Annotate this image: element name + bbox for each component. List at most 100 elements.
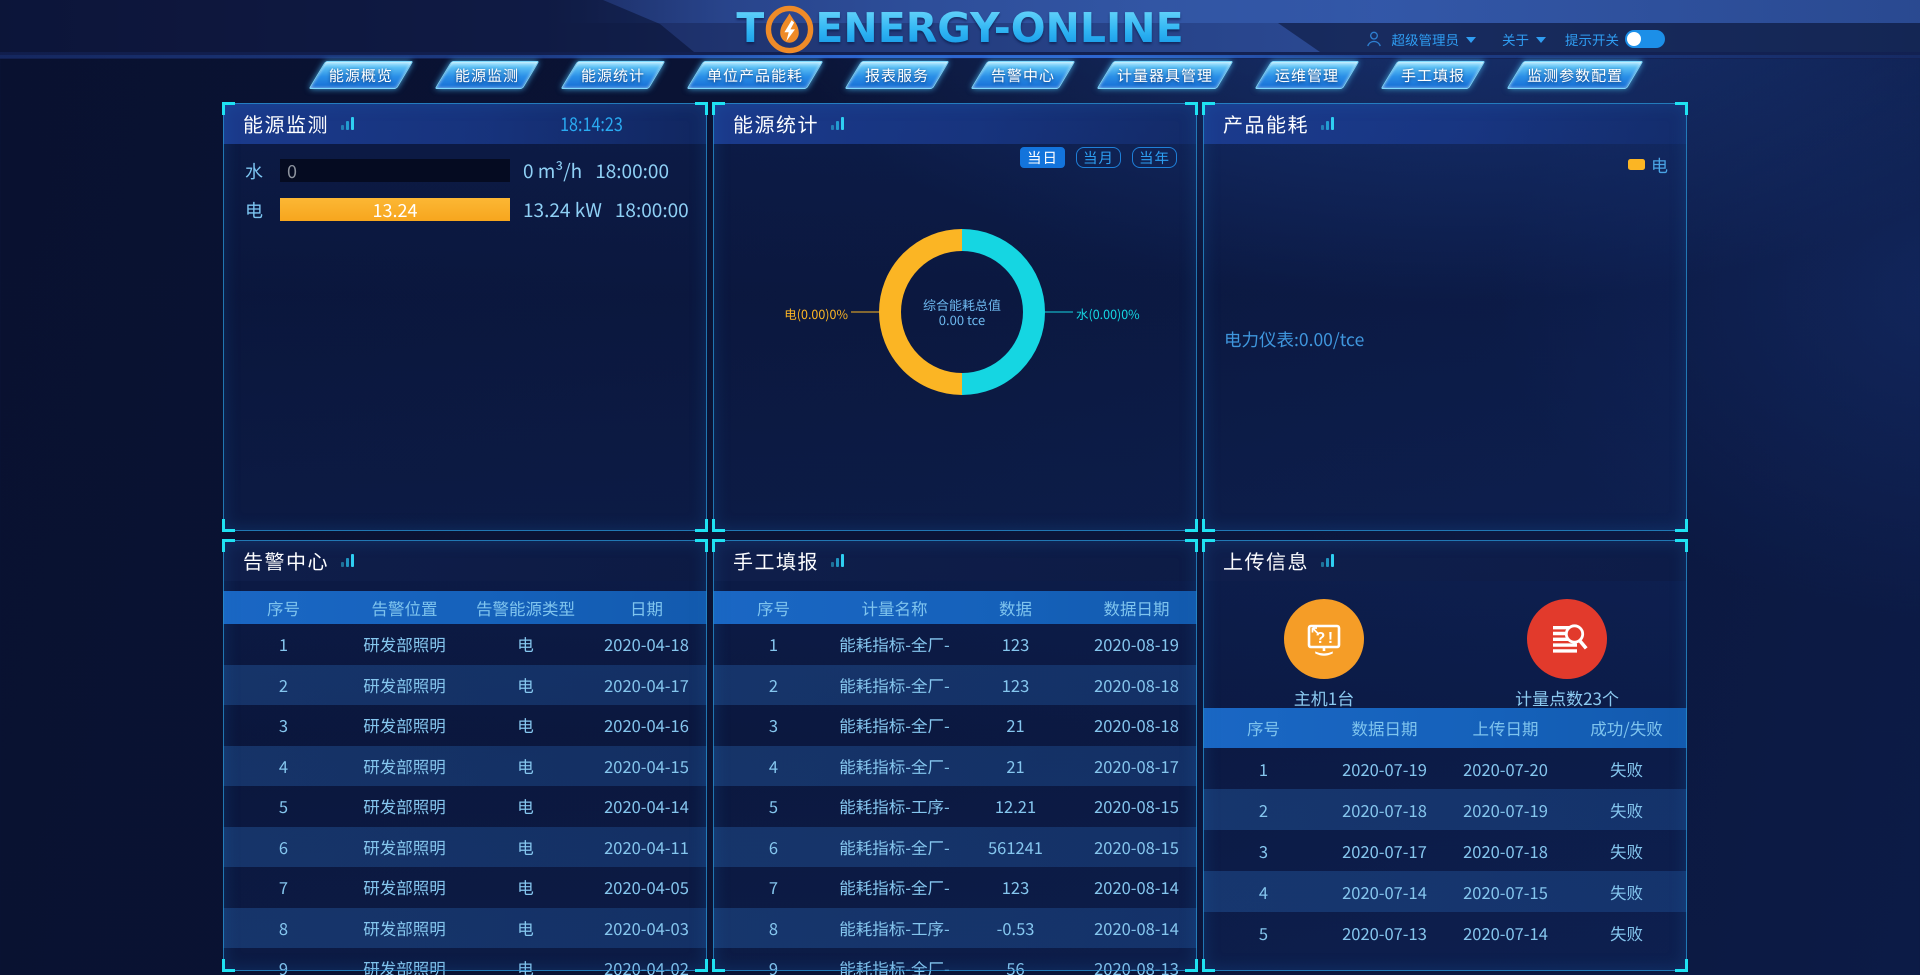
- table-row[interactable]: 4 能耗指标-全厂- 21 2020-08-17: [713, 745, 1197, 786]
- nav-item[interactable]: 单位产品能耗: [686, 61, 824, 89]
- nav-item[interactable]: 计量器具管理: [1096, 61, 1234, 89]
- nav-item-label: 能源监测: [454, 64, 519, 86]
- upload-table: 序号 数据日期 上传日期 成功/失败 1 2020-07-19 2020-07-20 …: [1203, 708, 1687, 953]
- alarm-table-body: 1 研发部照明 电 2020-04-18 2 研发部照明 电 2020-04-1…: [223, 624, 707, 975]
- alarm-table: 序号 告警位置 告警能源类型 日期 1 研发部照明 电 2020-04-18 2 研发…: [223, 591, 707, 975]
- table-row[interactable]: 7 研发部照明 电 2020-04-05: [223, 867, 707, 908]
- cell-meter-name: 能耗指标-工序-: [839, 915, 950, 940]
- svg-text:?: ?: [1316, 630, 1325, 647]
- nav-item[interactable]: 监测参数配置: [1506, 61, 1644, 89]
- cell-upload-date: 2020-07-19: [1463, 797, 1548, 822]
- nav-item[interactable]: 报表服务: [844, 61, 950, 89]
- usage-value: 0 m³/h: [523, 157, 583, 184]
- panel-upload-info: 上传信息 ? ! 主机1台: [1202, 539, 1688, 972]
- cell-position: 研发部照明: [363, 794, 446, 819]
- table-row[interactable]: 4 2020-07-14 2020-07-15 失败: [1203, 871, 1687, 912]
- donut-slice[interactable]: [879, 228, 963, 395]
- cell-position: 研发部照明: [363, 713, 446, 738]
- cell-index: 8: [768, 915, 779, 940]
- cell-date: 2020-08-18: [1094, 672, 1179, 697]
- cell-date: 2020-08-15: [1094, 794, 1179, 819]
- signal-bars-icon: [341, 117, 354, 130]
- table-row[interactable]: 1 能耗指标-全厂- 123 2020-08-19: [713, 624, 1197, 665]
- corner-bracket-br-icon: [1675, 519, 1688, 532]
- cell-energy-type: 电: [517, 794, 534, 819]
- cell-date: 2020-08-13: [1094, 956, 1179, 975]
- column-header: 数据日期: [1351, 716, 1418, 740]
- cell-status: 失败: [1610, 756, 1643, 781]
- cell-meter-name: 能耗指标-全厂-: [839, 632, 950, 657]
- cell-date: 2020-08-14: [1094, 875, 1179, 900]
- host-circle: ? !: [1284, 599, 1364, 679]
- table-row[interactable]: 6 研发部照明 电 2020-04-11: [223, 826, 707, 867]
- table-row[interactable]: 6 能耗指标-全厂- 561241 2020-08-15: [713, 826, 1197, 867]
- cell-date: 2020-08-19: [1094, 632, 1179, 657]
- donut-center-label: 综合能耗总值 0.00 tce: [923, 297, 1001, 327]
- table-row[interactable]: 2 能耗指标-全厂- 123 2020-08-18: [713, 664, 1197, 705]
- cell-upload-date: 2020-07-14: [1463, 920, 1548, 945]
- usage-bar-value: 0: [287, 157, 297, 184]
- table-row[interactable]: 2 研发部照明 电 2020-04-17: [223, 664, 707, 705]
- table-row[interactable]: 8 能耗指标-工序- -0.53 2020-08-14: [713, 907, 1197, 948]
- column-header: 成功/失败: [1590, 716, 1663, 740]
- period-tab[interactable]: 当月: [1076, 147, 1121, 168]
- signal-bar: [1321, 562, 1324, 567]
- table-row[interactable]: 9 研发部照明 电 2020-04-02: [223, 948, 707, 975]
- about-menu[interactable]: 关于: [1502, 29, 1546, 49]
- table-row[interactable]: 8 研发部照明 电 2020-04-03: [223, 907, 707, 948]
- header-divider: [0, 52, 1920, 59]
- nav-item[interactable]: 能源概览: [308, 61, 414, 89]
- signal-bar: [1331, 117, 1334, 130]
- tip-toggle-knob: [1627, 32, 1641, 46]
- corner-bracket-bl-icon: [222, 519, 235, 532]
- cell-index: 3: [278, 713, 289, 738]
- table-row[interactable]: 5 研发部照明 电 2020-04-14: [223, 786, 707, 827]
- nav-item[interactable]: 能源统计: [560, 61, 666, 89]
- header-stripe-right: [1278, 23, 1920, 52]
- cell-date: 2020-04-15: [604, 753, 689, 778]
- table-row[interactable]: 4 研发部照明 电 2020-04-15: [223, 745, 707, 786]
- donut-center-title: 综合能耗总值: [922, 294, 1002, 314]
- column-header: 数据日期: [1103, 595, 1170, 620]
- tip-switch-label: 提示开关: [1565, 29, 1619, 49]
- period-tab[interactable]: 当日: [1020, 147, 1065, 168]
- tip-toggle[interactable]: [1625, 30, 1665, 48]
- usage-bar-fill: [280, 198, 510, 221]
- cell-upload-date: 2020-07-18: [1463, 838, 1548, 863]
- donut-slice[interactable]: [961, 228, 1045, 395]
- tip-switch-group: 提示开关: [1565, 29, 1665, 49]
- donut-rings: [879, 228, 1045, 395]
- logo-prefix: T: [736, 4, 765, 52]
- table-row[interactable]: 5 能耗指标-工序- 12.21 2020-08-15: [713, 786, 1197, 827]
- cell-status: 失败: [1610, 879, 1643, 904]
- cell-energy-type: 电: [517, 875, 534, 900]
- nav-item[interactable]: 能源监测: [434, 61, 540, 89]
- table-row[interactable]: 1 2020-07-19 2020-07-20 失败: [1203, 748, 1687, 789]
- nav-item[interactable]: 运维管理: [1254, 61, 1360, 89]
- signal-bars-icon: [831, 554, 844, 567]
- manual-table-body: 1 能耗指标-全厂- 123 2020-08-19 2 能耗指标-全厂- 123…: [713, 624, 1197, 975]
- table-row[interactable]: 3 研发部照明 电 2020-04-16: [223, 705, 707, 746]
- table-row[interactable]: 2 2020-07-18 2020-07-19 失败: [1203, 789, 1687, 830]
- table-row[interactable]: 1 研发部照明 电 2020-04-18: [223, 624, 707, 665]
- column-header: 序号: [1247, 716, 1280, 740]
- panel-energy-stats-header: 能源统计: [713, 103, 1197, 144]
- svg-text:!: !: [1328, 630, 1333, 647]
- period-tab[interactable]: 当年: [1132, 147, 1177, 168]
- chart-legend[interactable]: 电: [1628, 152, 1668, 177]
- cell-index: 2: [278, 672, 289, 697]
- points-count-label: 计量点数23个: [1515, 685, 1619, 710]
- table-row[interactable]: 5 2020-07-13 2020-07-14 失败: [1203, 912, 1687, 953]
- cell-date: 2020-04-11: [604, 834, 689, 859]
- nav-item[interactable]: 手工填报: [1380, 61, 1486, 89]
- cell-index: 4: [768, 753, 779, 778]
- cell-index: 8: [278, 915, 289, 940]
- table-row[interactable]: 3 2020-07-17 2020-07-18 失败: [1203, 830, 1687, 871]
- nav-item[interactable]: 告警中心: [970, 61, 1076, 89]
- table-row[interactable]: 3 能耗指标-全厂- 21 2020-08-18: [713, 705, 1197, 746]
- cell-position: 研发部照明: [363, 915, 446, 940]
- table-row[interactable]: 7 能耗指标-全厂- 123 2020-08-14: [713, 867, 1197, 908]
- table-row[interactable]: 9 能耗指标-全厂- 56 2020-08-13: [713, 948, 1197, 975]
- nav-item-label: 监测参数配置: [1527, 64, 1624, 86]
- user-menu[interactable]: 超级管理员: [1364, 29, 1476, 49]
